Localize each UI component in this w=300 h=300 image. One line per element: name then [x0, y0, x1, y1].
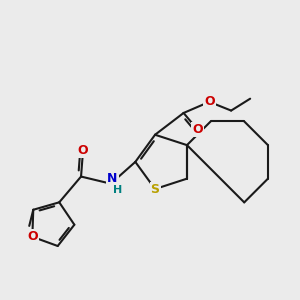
Text: H: H: [113, 184, 122, 195]
Text: S: S: [151, 182, 160, 196]
Text: N: N: [107, 172, 118, 185]
Text: O: O: [204, 95, 215, 108]
Text: O: O: [27, 230, 38, 243]
Text: O: O: [78, 144, 88, 157]
Text: O: O: [192, 123, 203, 136]
